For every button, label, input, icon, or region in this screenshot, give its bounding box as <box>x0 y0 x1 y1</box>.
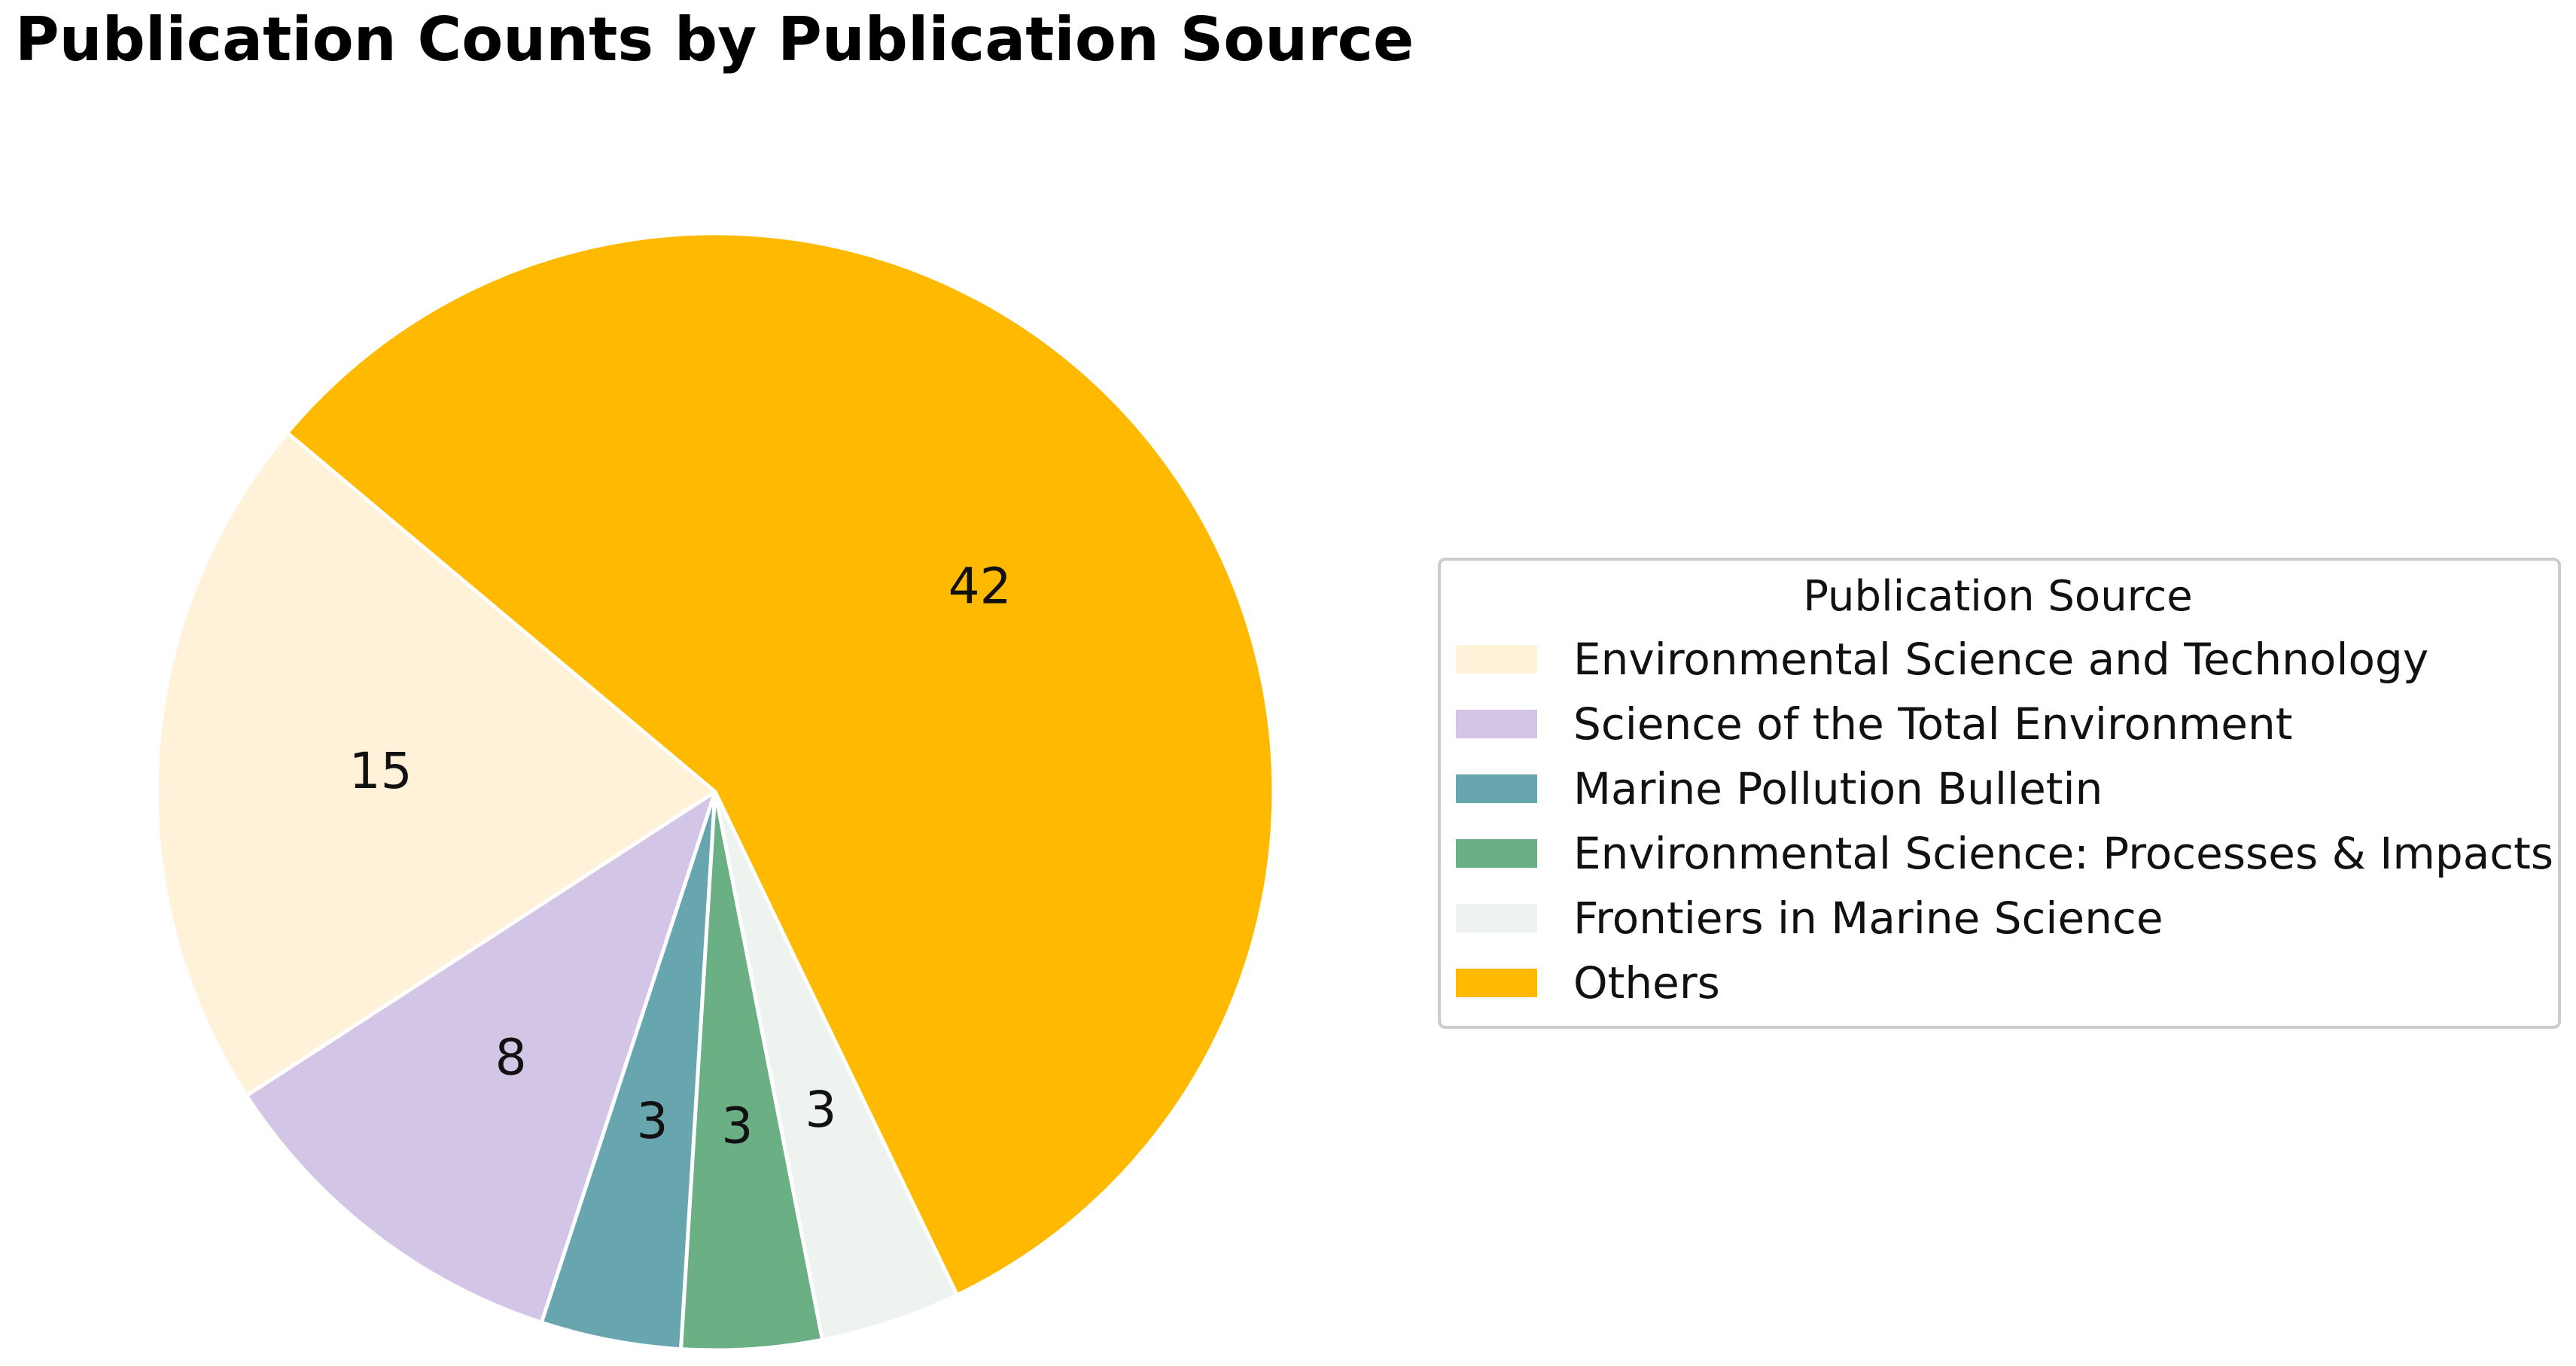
slice-value-label-4: 3 <box>721 1097 753 1155</box>
legend-label-6: Others <box>1573 957 1720 1009</box>
legend-swatch-6 <box>1456 969 1537 997</box>
legend-label-4: Environmental Science: Processes & Impac… <box>1573 828 2553 879</box>
legend-title: Publication Source <box>1803 572 2192 621</box>
legend-frame <box>1438 558 2561 1029</box>
pie-slices <box>154 231 1276 1352</box>
pie-slice-3 <box>539 789 717 1352</box>
legend-label-1: Environmental Science and Technology <box>1573 634 2428 685</box>
legend-label-2: Science of the Total Environment <box>1573 698 2292 750</box>
slice-value-label-3: 3 <box>636 1092 668 1150</box>
chart-title: Publication Counts by Publication Source <box>15 5 1414 75</box>
slice-value-label-5: 3 <box>805 1081 836 1139</box>
legend-swatch-5 <box>1456 904 1537 932</box>
legend-label-3: Marine Pollution Bulletin <box>1573 763 2103 814</box>
pie-slice-2 <box>245 789 717 1325</box>
pie-slice-1 <box>154 430 717 1098</box>
slice-value-label-6: 42 <box>948 557 1012 615</box>
pie-slice-6 <box>285 231 1276 1298</box>
pie-slice-5 <box>713 789 959 1342</box>
legend-swatch-2 <box>1456 710 1537 738</box>
legend-items: Environmental Science and Technology Scie… <box>1456 634 2553 1009</box>
slice-value-label-2: 8 <box>495 1028 527 1086</box>
pie-slice-4 <box>679 789 825 1352</box>
legend-swatch-1 <box>1456 645 1537 674</box>
legend-label-5: Frontiers in Marine Science <box>1573 893 2163 944</box>
legend-swatch-4 <box>1456 839 1537 868</box>
slice-value-label-1: 15 <box>349 742 413 800</box>
legend: Publication Source Environmental Science… <box>1438 558 2561 1029</box>
legend-swatch-3 <box>1456 774 1537 803</box>
